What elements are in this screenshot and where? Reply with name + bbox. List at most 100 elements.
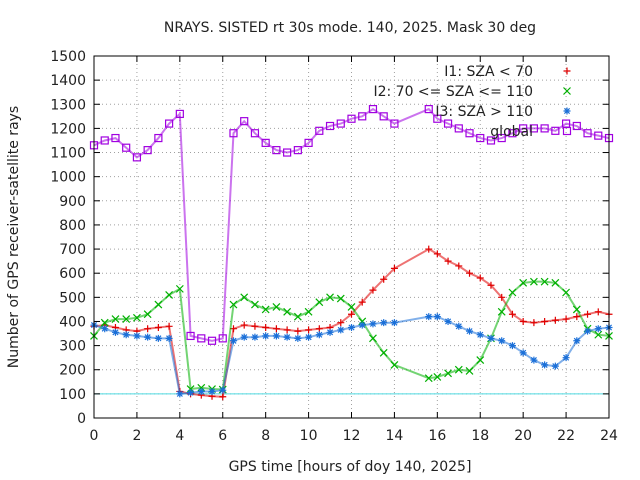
- y-tick-label: 1500: [50, 49, 86, 65]
- data-point: [100, 318, 109, 327]
- data-point: [498, 337, 506, 345]
- data-point: [433, 250, 441, 258]
- data-point: [551, 362, 559, 370]
- data-point: [325, 121, 335, 131]
- y-tick-label: 800: [59, 218, 86, 234]
- data-point: [497, 133, 506, 143]
- x-tick-label: 16: [428, 428, 446, 444]
- data-point: [315, 325, 323, 333]
- data-point: [293, 312, 302, 321]
- data-point: [251, 333, 259, 341]
- data-point: [326, 293, 334, 302]
- data-point: [315, 126, 324, 135]
- data-point: [154, 300, 163, 309]
- data-point: [240, 117, 249, 126]
- data-point: [572, 305, 581, 314]
- data-point: [466, 327, 474, 335]
- data-point: [368, 104, 378, 114]
- data-point: [186, 385, 195, 393]
- data-point: [348, 310, 355, 318]
- data-point: [240, 333, 248, 341]
- data-point: [197, 383, 206, 392]
- data-point: [476, 356, 485, 365]
- data-point: [336, 119, 345, 128]
- data-point: [455, 322, 463, 330]
- data-point: [583, 129, 592, 138]
- data-point: [347, 303, 356, 311]
- data-point: [541, 317, 549, 325]
- data-point: [207, 336, 217, 345]
- data-point: [454, 124, 463, 133]
- data-point: [154, 324, 162, 331]
- x-tick-label: 10: [300, 428, 318, 444]
- data-point: [315, 331, 323, 339]
- data-point: [165, 119, 174, 128]
- x-tick-label: 20: [514, 428, 532, 444]
- data-point: [444, 317, 452, 325]
- series-3: [89, 104, 614, 345]
- data-point: [358, 112, 367, 121]
- legend-label: I1: SZA < 70: [444, 64, 533, 80]
- data-point: [111, 328, 119, 336]
- data-point: [186, 331, 195, 341]
- data-point: [132, 153, 142, 162]
- y-tick-label: 900: [59, 194, 86, 210]
- data-point: [390, 119, 399, 128]
- data-point: [305, 326, 313, 334]
- data-point: [272, 146, 281, 155]
- legend-marker: [563, 87, 571, 95]
- data-point: [272, 325, 280, 333]
- data-point: [261, 305, 270, 314]
- data-point: [251, 322, 259, 330]
- data-point: [175, 284, 184, 293]
- data-point: [240, 293, 249, 302]
- legend-marker: [563, 107, 571, 115]
- y-tick-label: 0: [77, 411, 86, 427]
- data-point: [133, 332, 141, 340]
- data-point: [154, 133, 163, 143]
- y-tick-label: 400: [59, 314, 86, 330]
- x-tick-label: 22: [557, 428, 575, 444]
- chart-title: NRAYS. SISTED rt 30s mode. 140, 2025. Ma…: [164, 20, 536, 36]
- y-tick-label: 200: [59, 363, 86, 379]
- data-point: [111, 133, 120, 143]
- data-point: [433, 373, 442, 381]
- data-point: [508, 129, 517, 138]
- grid: [94, 56, 609, 418]
- data-point: [487, 334, 495, 342]
- y-tick-label: 500: [59, 290, 86, 306]
- data-point: [486, 136, 496, 145]
- data-point: [293, 146, 302, 155]
- data-point: [176, 390, 184, 398]
- data-point: [508, 342, 516, 350]
- legend-label: I3: SZA > 110: [435, 104, 533, 120]
- data-point: [433, 313, 441, 321]
- data-point: [433, 114, 442, 123]
- data-point: [154, 334, 162, 342]
- data-point: [337, 319, 345, 327]
- data-series: [89, 104, 614, 401]
- data-point: [250, 129, 260, 138]
- data-point: [348, 324, 355, 331]
- data-point: [455, 262, 463, 270]
- data-point: [315, 298, 324, 307]
- data-point: [336, 294, 345, 303]
- data-point: [240, 321, 248, 329]
- data-point: [326, 328, 334, 336]
- data-point: [424, 104, 433, 114]
- data-point: [562, 354, 570, 362]
- y-tick-label: 300: [59, 339, 86, 355]
- data-point: [476, 331, 484, 339]
- data-point: [272, 332, 280, 340]
- data-point: [165, 290, 174, 299]
- data-point: [540, 124, 549, 133]
- data-point: [304, 138, 313, 147]
- data-point: [122, 143, 131, 152]
- y-tick-label: 1000: [50, 170, 86, 186]
- data-point: [594, 325, 602, 333]
- data-point: [380, 319, 388, 327]
- legend: I1: SZA < 70 I2: 70 <= SZA <= 110 I3: SZA …: [373, 64, 572, 140]
- data-point: [390, 319, 398, 327]
- data-point: [497, 307, 506, 316]
- data-point: [498, 293, 506, 301]
